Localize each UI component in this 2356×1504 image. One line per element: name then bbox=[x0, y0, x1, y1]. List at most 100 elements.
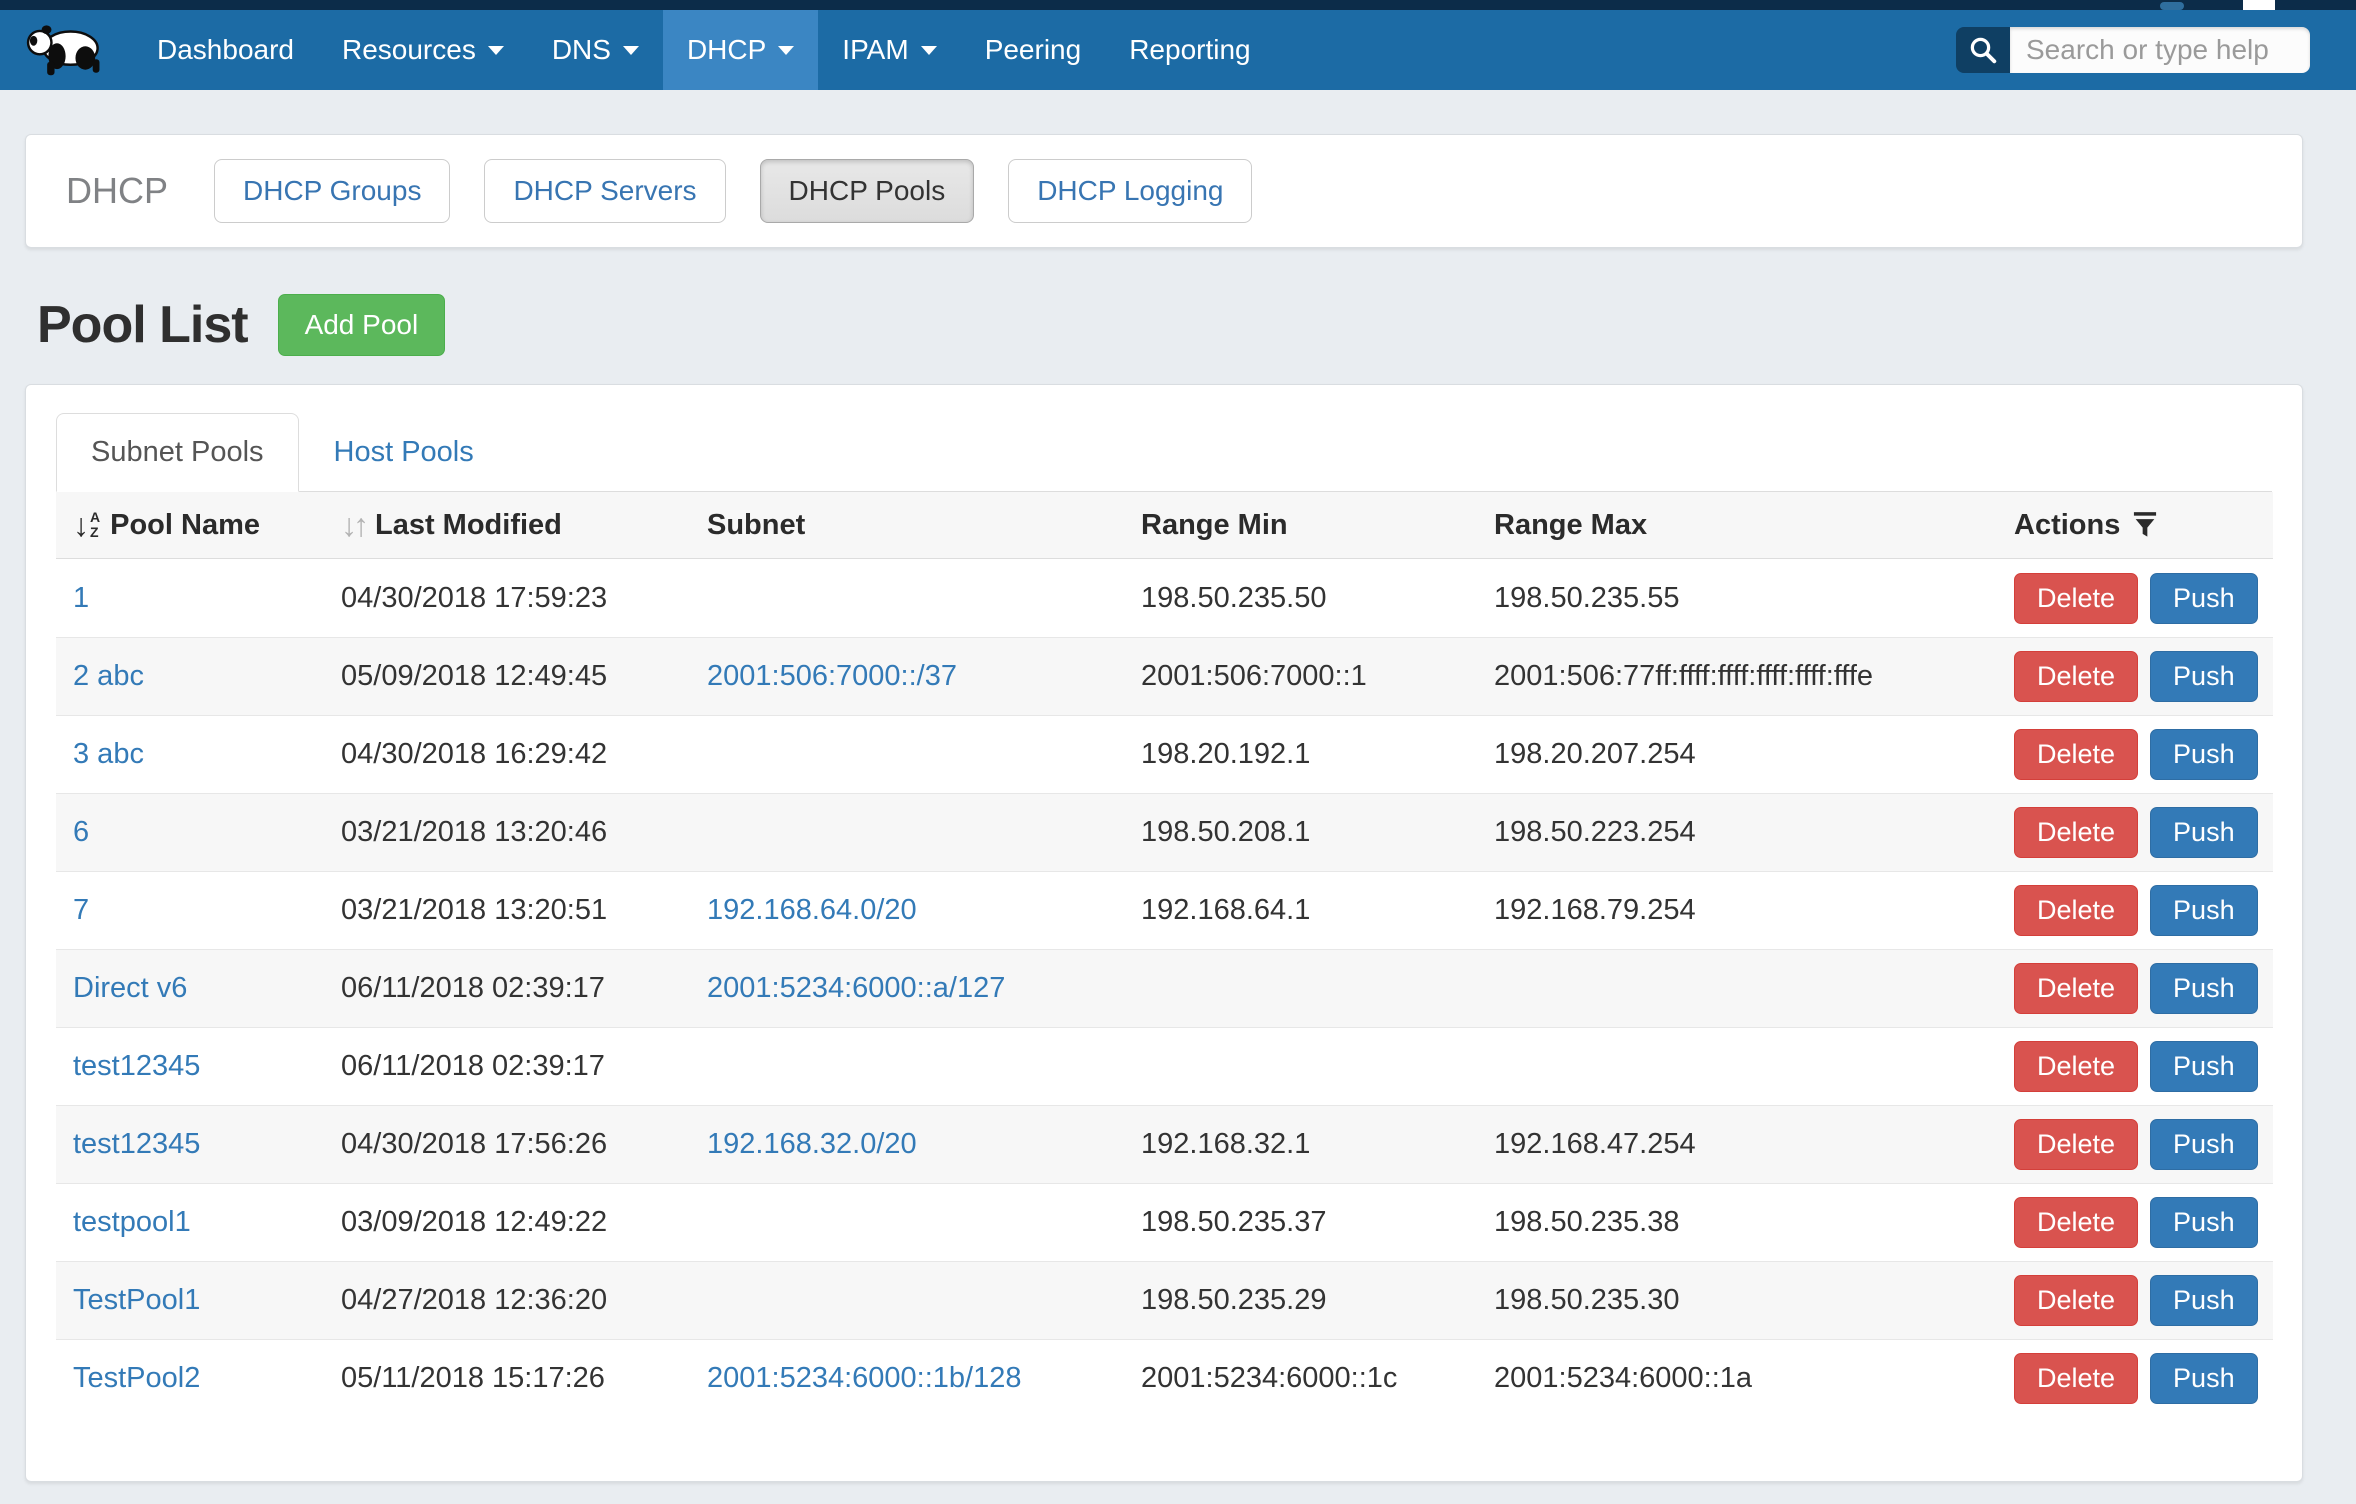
push-button[interactable]: Push bbox=[2150, 1041, 2258, 1092]
nav-item-dhcp[interactable]: DHCP bbox=[663, 10, 818, 90]
pool-name-link[interactable]: test12345 bbox=[73, 1128, 200, 1161]
nav-item-label: DHCP bbox=[687, 34, 766, 66]
push-button[interactable]: Push bbox=[2150, 1275, 2258, 1326]
range-min-cell: 192.168.32.1 bbox=[1141, 1128, 1494, 1161]
delete-button[interactable]: Delete bbox=[2014, 807, 2138, 858]
pool-name-cell: 3 abc bbox=[56, 738, 341, 771]
range-max-cell: 198.20.207.254 bbox=[1494, 738, 2001, 771]
range-min-cell: 198.50.235.50 bbox=[1141, 582, 1494, 615]
last-modified-cell: 04/27/2018 12:36:20 bbox=[341, 1284, 707, 1317]
actions-cell: Delete Push bbox=[2001, 807, 2273, 858]
filter-icon[interactable] bbox=[2132, 511, 2158, 539]
delete-button[interactable]: Delete bbox=[2014, 573, 2138, 624]
subnet-link[interactable]: 2001:5234:6000::1b/128 bbox=[707, 1362, 1021, 1394]
subnav-button-dhcp-groups[interactable]: DHCP Groups bbox=[214, 159, 450, 223]
column-header-last-modified[interactable]: ↓ ↑ Last Modified bbox=[341, 509, 707, 542]
delete-button[interactable]: Delete bbox=[2014, 651, 2138, 702]
dhcp-subnav: DHCP DHCP GroupsDHCP ServersDHCP PoolsDH… bbox=[25, 134, 2303, 248]
nav-item-label: DNS bbox=[552, 34, 611, 66]
pool-name-link[interactable]: 6 bbox=[73, 816, 89, 849]
nav-item-resources[interactable]: Resources bbox=[318, 10, 528, 90]
search-input[interactable] bbox=[2010, 27, 2310, 73]
push-button[interactable]: Push bbox=[2150, 573, 2258, 624]
browser-top-strip bbox=[0, 0, 2356, 10]
pool-name-link[interactable]: 1 bbox=[73, 582, 89, 615]
nav-item-dashboard[interactable]: Dashboard bbox=[133, 10, 318, 90]
subnet-cell: 192.168.64.0/20 bbox=[707, 894, 1141, 927]
subnav-button-dhcp-logging[interactable]: DHCP Logging bbox=[1008, 159, 1252, 223]
last-modified-cell: 04/30/2018 17:59:23 bbox=[341, 582, 707, 615]
pool-name-link[interactable]: 7 bbox=[73, 894, 89, 927]
chevron-down-icon bbox=[921, 46, 937, 55]
subnav-button-dhcp-pools[interactable]: DHCP Pools bbox=[760, 159, 975, 223]
pool-name-link[interactable]: TestPool2 bbox=[73, 1362, 200, 1395]
delete-button[interactable]: Delete bbox=[2014, 885, 2138, 936]
pool-name-link[interactable]: testpool1 bbox=[73, 1206, 191, 1239]
tab-host-pools[interactable]: Host Pools bbox=[299, 413, 509, 492]
subnet-link[interactable]: 2001:506:7000::/37 bbox=[707, 660, 957, 692]
push-button[interactable]: Push bbox=[2150, 963, 2258, 1014]
range-max-cell: 192.168.79.254 bbox=[1494, 894, 2001, 927]
push-button[interactable]: Push bbox=[2150, 729, 2258, 780]
range-max-cell: 2001:5234:6000::1a bbox=[1494, 1362, 2001, 1395]
delete-button[interactable]: Delete bbox=[2014, 729, 2138, 780]
range-min-cell: 198.50.235.29 bbox=[1141, 1284, 1494, 1317]
push-button[interactable]: Push bbox=[2150, 1197, 2258, 1248]
actions-cell: Delete Push bbox=[2001, 1275, 2273, 1326]
delete-button[interactable]: Delete bbox=[2014, 1119, 2138, 1170]
column-header-subnet: Subnet bbox=[707, 509, 1141, 542]
nav-item-reporting[interactable]: Reporting bbox=[1105, 10, 1274, 90]
delete-button[interactable]: Delete bbox=[2014, 1041, 2138, 1092]
nav-item-ipam[interactable]: IPAM bbox=[818, 10, 960, 90]
main-navbar: DashboardResources DNS DHCP IPAM Peering Repo… bbox=[0, 10, 2356, 90]
delete-button[interactable]: Delete bbox=[2014, 1197, 2138, 1248]
panda-logo-icon[interactable] bbox=[25, 10, 105, 90]
nav-item-peering[interactable]: Peering bbox=[961, 10, 1106, 90]
search-icon[interactable] bbox=[1956, 27, 2010, 73]
push-button[interactable]: Push bbox=[2150, 807, 2258, 858]
sort-updown-icon[interactable]: ↓ ↑ bbox=[341, 509, 369, 541]
delete-button[interactable]: Delete bbox=[2014, 1275, 2138, 1326]
push-button[interactable]: Push bbox=[2150, 651, 2258, 702]
add-pool-button[interactable]: Add Pool bbox=[278, 294, 446, 356]
chevron-down-icon bbox=[488, 46, 504, 55]
column-header-pool-name[interactable]: ↓ A Z Pool Name bbox=[56, 509, 341, 542]
pool-table: ↓ A Z Pool Name ↓ ↑ Last Modified bbox=[56, 492, 2273, 1417]
pool-tabs: Subnet Pools Host Pools bbox=[56, 413, 2272, 492]
nav-item-label: Peering bbox=[985, 34, 1082, 66]
delete-button[interactable]: Delete bbox=[2014, 1353, 2138, 1404]
delete-button[interactable]: Delete bbox=[2014, 963, 2138, 1014]
pool-name-link[interactable]: TestPool1 bbox=[73, 1284, 200, 1317]
table-body: 1 04/30/2018 17:59:23 198.50.235.50 198.… bbox=[56, 559, 2273, 1417]
last-modified-cell: 06/11/2018 02:39:17 bbox=[341, 972, 707, 1005]
pool-name-link[interactable]: test12345 bbox=[73, 1050, 200, 1083]
table-row: 7 03/21/2018 13:20:51 192.168.64.0/20 19… bbox=[56, 871, 2273, 949]
column-header-actions: Actions bbox=[2001, 509, 2273, 542]
column-header-range-max: Range Max bbox=[1494, 509, 2001, 542]
range-max-cell: 192.168.47.254 bbox=[1494, 1128, 2001, 1161]
pool-name-link[interactable]: Direct v6 bbox=[73, 972, 187, 1005]
nav-menu: DashboardResources DNS DHCP IPAM Peering Repo… bbox=[133, 10, 1275, 90]
subnet-link[interactable]: 2001:5234:6000::a/127 bbox=[707, 972, 1005, 1004]
actions-cell: Delete Push bbox=[2001, 1119, 2273, 1170]
push-button[interactable]: Push bbox=[2150, 1353, 2258, 1404]
table-row: 1 04/30/2018 17:59:23 198.50.235.50 198.… bbox=[56, 559, 2273, 637]
range-max-cell: 2001:506:77ff:ffff:ffff:ffff:ffff:fffe bbox=[1494, 660, 2001, 693]
tab-subnet-pools[interactable]: Subnet Pools bbox=[56, 413, 299, 492]
subnet-cell: 192.168.32.0/20 bbox=[707, 1128, 1141, 1161]
pool-name-link[interactable]: 3 abc bbox=[73, 738, 144, 771]
table-row: test12345 04/30/2018 17:56:26 192.168.32… bbox=[56, 1105, 2273, 1183]
push-button[interactable]: Push bbox=[2150, 885, 2258, 936]
pool-name-link[interactable]: 2 abc bbox=[73, 660, 144, 693]
subnet-link[interactable]: 192.168.64.0/20 bbox=[707, 894, 917, 926]
actions-cell: Delete Push bbox=[2001, 729, 2273, 780]
subnet-cell: 2001:5234:6000::a/127 bbox=[707, 972, 1141, 1005]
last-modified-cell: 05/11/2018 15:17:26 bbox=[341, 1362, 707, 1395]
sort-alpha-icon[interactable]: ↓ A Z bbox=[73, 509, 100, 541]
push-button[interactable]: Push bbox=[2150, 1119, 2258, 1170]
subnav-button-dhcp-servers[interactable]: DHCP Servers bbox=[484, 159, 725, 223]
pool-name-cell: test12345 bbox=[56, 1128, 341, 1161]
subnet-link[interactable]: 192.168.32.0/20 bbox=[707, 1128, 917, 1160]
nav-item-dns[interactable]: DNS bbox=[528, 10, 663, 90]
nav-item-label: Reporting bbox=[1129, 34, 1250, 66]
